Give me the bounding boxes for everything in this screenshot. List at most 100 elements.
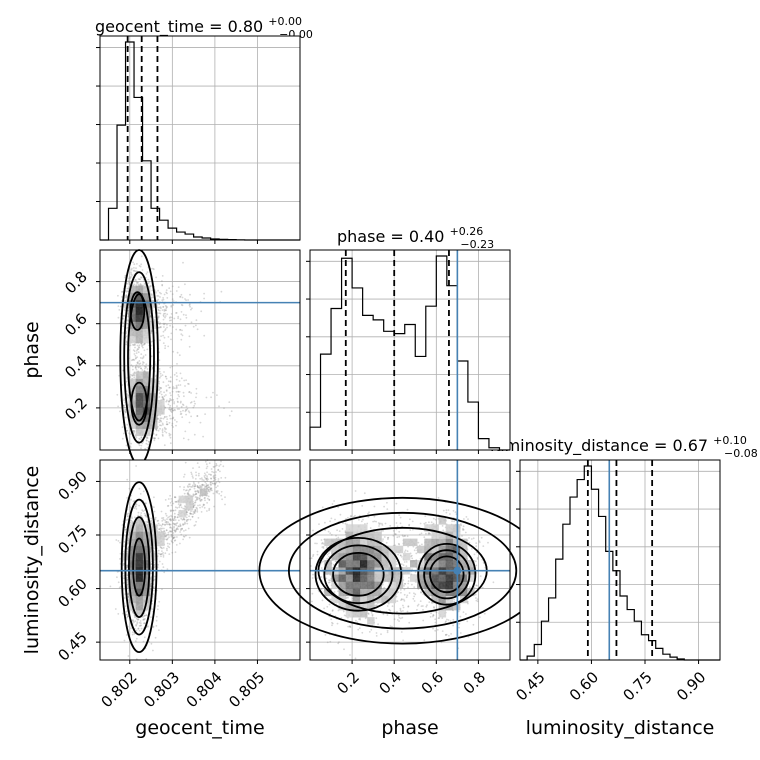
scatter-point bbox=[181, 334, 184, 337]
scatter-point bbox=[126, 429, 129, 432]
scatter-point bbox=[162, 342, 165, 344]
scatter-point bbox=[160, 390, 162, 393]
histogram-phase bbox=[306, 249, 511, 454]
scatter-point bbox=[191, 475, 194, 478]
scatter-point bbox=[187, 299, 190, 301]
scatter-point bbox=[180, 377, 183, 380]
scatter-point bbox=[160, 510, 163, 513]
scatter-point bbox=[163, 395, 166, 398]
scatter-point bbox=[134, 640, 137, 642]
scatter-point bbox=[135, 357, 137, 359]
scatter-point bbox=[195, 324, 197, 327]
scatter-point bbox=[171, 422, 174, 425]
scatter-point bbox=[194, 402, 196, 405]
scatter-point bbox=[172, 386, 175, 388]
scatter-point bbox=[140, 627, 143, 630]
scatter-point bbox=[169, 530, 172, 533]
scatter-point bbox=[133, 373, 135, 376]
title-luminosity-distance-plus: +0.10 bbox=[713, 434, 747, 447]
scatter-point bbox=[133, 267, 135, 269]
scatter-point bbox=[178, 380, 181, 382]
scatter-point bbox=[127, 279, 130, 282]
scatter-point bbox=[189, 293, 191, 296]
scatter-point bbox=[158, 368, 161, 370]
scatter-point bbox=[146, 368, 149, 370]
scatter-point bbox=[131, 365, 134, 368]
scatter-point bbox=[133, 350, 136, 353]
scatter-point bbox=[175, 290, 178, 292]
scatter-point bbox=[171, 551, 174, 554]
scatter-point bbox=[230, 410, 233, 413]
scatter-point bbox=[131, 274, 133, 277]
scatter-point bbox=[172, 300, 175, 302]
scatter-point bbox=[121, 426, 124, 429]
scatter-point bbox=[134, 505, 137, 508]
scatter-point bbox=[159, 312, 162, 315]
scatter-point bbox=[176, 408, 179, 410]
scatter-point bbox=[166, 518, 168, 520]
scatter-point bbox=[166, 326, 168, 329]
scatter-point bbox=[155, 292, 157, 294]
scatter-point bbox=[126, 326, 129, 329]
scatter-point bbox=[195, 319, 198, 322]
scatter-point bbox=[206, 502, 209, 504]
scatter-point bbox=[123, 406, 125, 409]
scatter-point bbox=[159, 372, 162, 375]
scatter-point bbox=[166, 399, 168, 402]
scatter-point bbox=[173, 408, 176, 411]
scatter-point bbox=[220, 490, 223, 493]
scatter-point bbox=[190, 415, 193, 418]
scatter-point bbox=[165, 375, 167, 378]
scatter-point bbox=[142, 355, 145, 358]
scatter-point bbox=[163, 391, 166, 394]
scatter-point bbox=[158, 629, 160, 631]
scatter-point bbox=[129, 344, 132, 347]
scatter-point bbox=[140, 444, 143, 447]
scatter-point bbox=[150, 344, 153, 347]
scatter-point bbox=[124, 410, 126, 413]
scatter-point bbox=[145, 442, 148, 445]
scatter-point bbox=[134, 367, 137, 369]
scatter-point bbox=[186, 522, 189, 525]
scatter-point bbox=[179, 410, 182, 413]
scatter-point bbox=[219, 463, 222, 466]
scatter-point bbox=[180, 293, 183, 296]
density-phase-vs-geocent-time bbox=[96, 249, 301, 466]
scatter-point bbox=[161, 374, 164, 376]
scatter-point bbox=[126, 282, 129, 285]
scatter-point bbox=[165, 394, 167, 396]
scatter-point bbox=[170, 319, 173, 322]
scatter-point bbox=[125, 343, 128, 346]
scatter-point bbox=[170, 332, 173, 335]
scatter-point bbox=[126, 340, 128, 343]
scatter-point bbox=[158, 326, 161, 329]
scatter-point bbox=[162, 417, 165, 420]
scatter-point bbox=[228, 401, 231, 403]
scatter-point bbox=[161, 431, 164, 434]
scatter-point bbox=[195, 387, 198, 390]
scatter-point bbox=[118, 309, 121, 311]
scatter-point bbox=[130, 442, 133, 445]
scatter-point bbox=[172, 387, 175, 390]
scatter-point bbox=[158, 396, 161, 398]
scatter-point bbox=[124, 416, 127, 419]
scatter-point bbox=[125, 444, 128, 447]
scatter-point bbox=[129, 280, 132, 283]
scatter-point bbox=[159, 524, 161, 527]
scatter-point bbox=[165, 423, 168, 426]
scatter-point bbox=[174, 506, 177, 509]
scatter-point bbox=[150, 578, 153, 581]
scatter-point bbox=[126, 290, 129, 293]
scatter-point bbox=[214, 478, 217, 481]
scatter-point bbox=[130, 273, 133, 275]
scatter-point bbox=[190, 321, 193, 324]
scatter-point bbox=[189, 305, 192, 308]
scatter-point bbox=[191, 515, 194, 518]
scatter-point bbox=[145, 273, 148, 275]
scatter-point bbox=[208, 473, 210, 476]
scatter-point bbox=[153, 320, 156, 322]
scatter-point bbox=[164, 328, 167, 330]
scatter-point bbox=[162, 330, 165, 333]
scatter-point bbox=[184, 283, 186, 286]
